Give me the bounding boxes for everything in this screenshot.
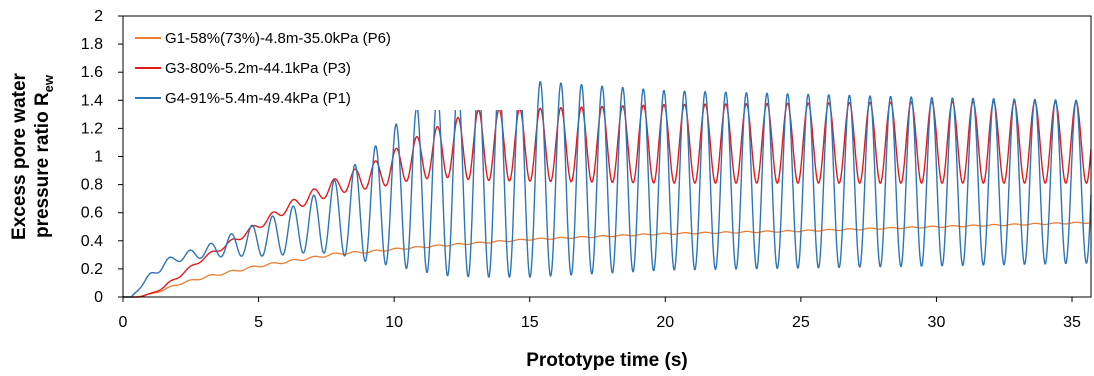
y-tick-label: 1.6 xyxy=(81,64,103,81)
y-tick-label: 1 xyxy=(94,149,103,166)
y-tick-label: 0.8 xyxy=(81,177,103,194)
y-axis-title-line2: pressure ratio Rew xyxy=(32,74,56,238)
x-tick-label: 35 xyxy=(1063,314,1081,331)
x-tick-label: 15 xyxy=(521,314,539,331)
y-axis-title-line1: Excess pore water xyxy=(9,72,30,239)
legend-label-1: G1-58%(73%)-4.8m-35.0kPa (P6) xyxy=(165,30,391,47)
legend: G1-58%(73%)-4.8m-35.0kPa (P6) G3-80%-5.2m… xyxy=(129,22,527,110)
plot-area xyxy=(122,80,1092,298)
y-tick-label: 0.4 xyxy=(81,233,103,250)
x-tick-label: 20 xyxy=(656,314,674,331)
y-tick-label: 2 xyxy=(94,8,103,25)
y-tick-label: 0.2 xyxy=(81,261,103,278)
y-axis-title-subscript: ew xyxy=(41,74,56,92)
series-line-3 xyxy=(122,80,1092,298)
y-axis-title-main: pressure ratio R xyxy=(32,92,53,238)
y-axis-title-group: Excess pore water pressure ratio Rew xyxy=(9,72,56,239)
y-tick-label: 0.6 xyxy=(81,205,103,222)
series-line-2 xyxy=(122,101,1092,298)
y-tick-label: 0 xyxy=(94,289,103,306)
axes-group: 00.20.40.60.811.21.41.61.820 5 10 15 20 25 30 3… xyxy=(81,8,1092,331)
y-tick-label: 1.8 xyxy=(81,36,103,53)
y-tick-label: 1.4 xyxy=(81,92,103,109)
x-tick-label: 30 xyxy=(928,314,946,331)
x-tick-label: 5 xyxy=(254,314,263,331)
legend-label-3: G4-91%-5.4m-49.4kPa (P1) xyxy=(165,90,351,107)
legend-label-2: G3-80%-5.2m-44.1kPa (P3) xyxy=(165,60,351,77)
x-tick-label: 10 xyxy=(385,314,403,331)
legend-background xyxy=(129,22,527,110)
series-line-1 xyxy=(122,221,1092,298)
y-tick-label: 1.2 xyxy=(81,120,103,137)
x-tick-label: 25 xyxy=(792,314,810,331)
x-tick-label: 0 xyxy=(119,314,128,331)
x-axis-title: Prototype time (s) xyxy=(526,350,688,371)
